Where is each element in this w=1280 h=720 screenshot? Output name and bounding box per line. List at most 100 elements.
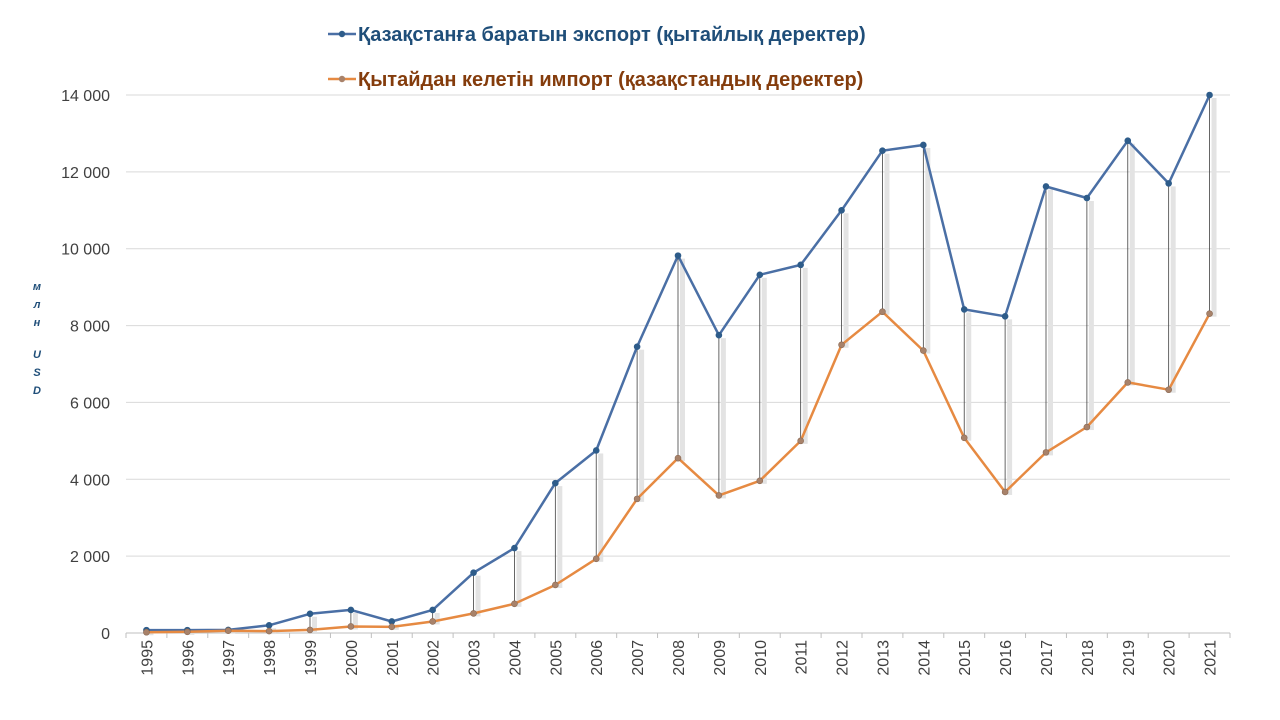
data-point: 1996: 30 xyxy=(184,628,191,636)
legend: Қазақстанға баратын экспорт (қытайлық де… xyxy=(328,24,866,91)
data-point: 2014: 12700 xyxy=(920,141,927,149)
y-tick-labels: 0 2 000 4 000 6 000 8 000 10 000 12 000 14 000 xyxy=(61,88,110,643)
data-point: 2002: 300 xyxy=(429,618,436,625)
y-axis-label-letter: л xyxy=(33,299,41,311)
data-point: 2009: 3580 xyxy=(715,492,723,499)
x-tick-label: 1996 xyxy=(180,640,197,676)
data-point: 2007: 3490 xyxy=(633,495,641,503)
y-tick-label: 2 000 xyxy=(70,549,110,566)
x-tick-label: 2005 xyxy=(548,640,565,676)
data-point: 2002: 600 xyxy=(429,606,436,614)
drop-shadow-bar xyxy=(475,575,481,617)
data-point: 2015: 8420 xyxy=(960,306,968,313)
drop-shadow-bar xyxy=(761,277,767,484)
y-axis-label-letter: U xyxy=(33,349,42,361)
drop-shadow-bar xyxy=(925,147,931,354)
x-tick-label: 2008 xyxy=(671,640,688,676)
drop-shadow-bar xyxy=(434,612,440,625)
data-point: 1997: 60 xyxy=(224,627,232,634)
data-point: 2011: 9580 xyxy=(797,261,804,269)
series-lines: 1995: 751996: 751997: 801998: 2001999: 5… xyxy=(143,91,1213,636)
y-tick-label: 12 000 xyxy=(61,165,110,182)
x-tick-label: 2018 xyxy=(1080,640,1097,676)
data-point: 1995: 20 xyxy=(143,628,150,636)
drop-shadow-bar xyxy=(148,633,154,636)
data-point: 2013: 8360 xyxy=(879,308,886,316)
x-tick-label: 1999 xyxy=(303,640,320,676)
drop-shadow-bar xyxy=(230,632,236,634)
data-point: 2000: 600 xyxy=(347,606,355,614)
drop-shadow-bar xyxy=(720,338,726,499)
data-point: 2007: 7450 xyxy=(633,343,641,351)
data-point: 2014: 7350 xyxy=(920,347,927,354)
data-point: 2004: 2210 xyxy=(511,544,518,552)
data-point: 2021: 8310 xyxy=(1206,310,1213,317)
data-point: 2008: 4550 xyxy=(674,454,682,462)
x-tick-label: 2015 xyxy=(957,640,974,676)
drop-shadow-bar xyxy=(966,312,972,441)
data-point: 2020: 11700 xyxy=(1165,180,1172,187)
y-axis-label-letter: D xyxy=(33,385,41,397)
data-point: 2005: 3900 xyxy=(552,479,559,487)
x-tick-label: 2006 xyxy=(589,640,606,676)
y-axis-label-letter: н xyxy=(34,317,41,329)
y-tick-label: 0 xyxy=(101,626,110,643)
y-axis-label-letter: S xyxy=(33,367,41,379)
drop-shadow-bar xyxy=(598,453,604,562)
x-tick-label: 2003 xyxy=(467,640,484,676)
data-point: 2019: 12810 xyxy=(1124,137,1132,145)
data-point: 1999: 500 xyxy=(306,610,314,618)
data-point: 2006: 4750 xyxy=(592,447,600,454)
drop-shadow-bar xyxy=(1129,143,1135,386)
y-axis-label-letter: м xyxy=(33,281,41,293)
x-tick-label: 2009 xyxy=(712,640,729,676)
y-tick-label: 6 000 xyxy=(70,395,110,412)
data-point: 2012: 7500 xyxy=(838,341,845,349)
data-point: 2016: 8240 xyxy=(1001,313,1009,320)
data-point: 2016: 3670 xyxy=(1001,488,1009,496)
drop-shadow-bar xyxy=(557,486,563,588)
data-point: 2003: 1570 xyxy=(470,569,477,576)
y-tick-label: 10 000 xyxy=(61,242,110,259)
drop-shadow-bar xyxy=(1088,200,1094,431)
drop-shadow-bar xyxy=(516,551,522,607)
data-point: 2012: 11000 xyxy=(838,206,845,214)
drop-shadow-bar xyxy=(1048,189,1053,456)
axes xyxy=(125,632,1231,638)
x-tick-label: 2020 xyxy=(1162,640,1179,676)
x-tick-label: 2019 xyxy=(1121,640,1138,676)
drop-shadow-bar xyxy=(352,612,358,630)
data-point: 2000: 170 xyxy=(347,623,355,630)
data-point: 2018: 5360 xyxy=(1083,423,1091,431)
data-point: 2006: 1930 xyxy=(592,555,600,563)
x-tick-label: 1995 xyxy=(139,640,156,676)
data-point: 2004: 760 xyxy=(511,600,518,608)
data-point: 2010: 3960 xyxy=(756,477,764,485)
x-tick-label: 2021 xyxy=(1203,640,1220,676)
x-tick-label: 2013 xyxy=(875,640,892,676)
x-tick-label: 2014 xyxy=(916,640,933,676)
x-tick-label: 2012 xyxy=(835,640,852,676)
data-point: 2008: 9820 xyxy=(674,252,682,259)
data-point: 2003: 510 xyxy=(470,610,477,617)
data-point: 1999: 80 xyxy=(306,626,314,634)
y-tick-label: 8 000 xyxy=(70,319,110,336)
data-point: 2017: 4700 xyxy=(1042,449,1050,456)
data-point: 2010: 9320 xyxy=(756,271,764,279)
drop-lines xyxy=(146,95,1217,636)
drop-shadow-bar xyxy=(680,258,685,462)
x-tick-label: 2000 xyxy=(344,640,361,676)
data-point: 2019: 6520 xyxy=(1124,379,1132,386)
legend-marker-2 xyxy=(338,75,346,83)
drop-shadow-bar xyxy=(1211,98,1217,317)
x-tick-label: 2002 xyxy=(426,640,443,676)
data-point: 2015: 5080 xyxy=(960,434,968,442)
drop-shadow-bar xyxy=(843,213,849,348)
y-tick-label: 14 000 xyxy=(61,88,110,105)
drop-shadow-bar xyxy=(1170,186,1176,393)
data-point: 1998: 50 xyxy=(265,627,273,635)
x-tick-label: 2010 xyxy=(753,640,770,676)
data-point: 2018: 11320 xyxy=(1083,194,1091,202)
x-tick-label: 1997 xyxy=(221,640,238,676)
